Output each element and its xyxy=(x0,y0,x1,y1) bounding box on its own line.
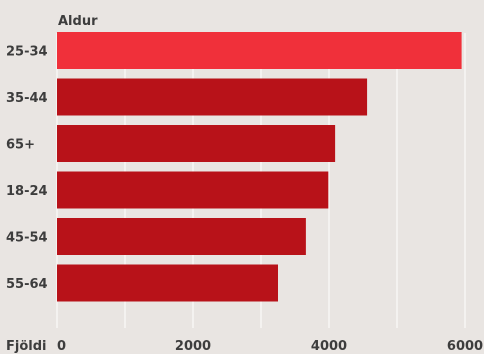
category-label: 18-24 xyxy=(6,184,48,199)
y-axis-title: Aldur xyxy=(58,14,98,29)
bar-18-24 xyxy=(57,171,329,209)
bar-25-34 xyxy=(57,32,462,69)
x-tick-label: 0 xyxy=(57,339,66,354)
x-tick-label: 4000 xyxy=(311,339,347,354)
x-tick-label: 6000 xyxy=(447,339,483,354)
x-tick-label: 2000 xyxy=(175,339,211,354)
bars xyxy=(57,32,462,302)
category-label: 55-64 xyxy=(6,277,48,292)
category-label: 45-54 xyxy=(6,231,48,246)
category-label: 65+ xyxy=(6,138,35,153)
bar-35-44 xyxy=(57,78,368,116)
bar-45-54 xyxy=(57,218,306,255)
bar-65+ xyxy=(57,125,336,162)
bar-55-64 xyxy=(57,264,278,302)
category-labels: 25-34 35-44 65+ 18-24 45-54 55-64 xyxy=(6,45,48,293)
category-label: 25-34 xyxy=(6,45,48,60)
category-label: 35-44 xyxy=(6,91,48,106)
x-tick-labels: 0 2000 4000 6000 xyxy=(57,339,483,354)
x-axis-title: Fjöldi xyxy=(6,339,47,354)
